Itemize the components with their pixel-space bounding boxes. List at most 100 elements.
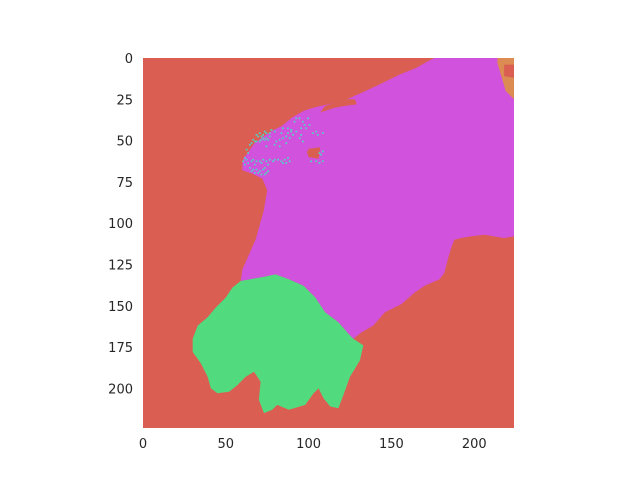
mask-pixel [321, 150, 324, 153]
mask-pixel [268, 158, 271, 161]
y-tick-label: 25 [116, 93, 133, 108]
mask-pixel [283, 158, 286, 161]
mask-pixel [311, 132, 314, 135]
mask-pixel [278, 145, 281, 148]
mask-pixel [275, 140, 278, 143]
mask-pixel [285, 162, 288, 164]
mask-pixel [293, 120, 296, 123]
mask-pixel [273, 158, 276, 161]
mask-pixel [278, 138, 281, 141]
mask-pixel [255, 168, 258, 171]
mask-pixel [305, 127, 308, 130]
mask-pixel [307, 117, 309, 120]
mask-pixel [249, 167, 251, 169]
mask-pixel [285, 142, 288, 144]
mask-pixel [254, 163, 256, 166]
mask-pixel [273, 143, 276, 146]
mask-pixel [282, 127, 284, 130]
mask-region-3-class-0 [307, 147, 321, 159]
mask-scattered-pixels [242, 117, 324, 176]
mask-pixel [258, 160, 261, 163]
x-tick-label: 200 [462, 437, 487, 452]
mask-pixel [265, 172, 268, 174]
mask-pixel [260, 162, 263, 164]
mask-region-5-class-0 [504, 64, 514, 78]
mask-pixel [298, 117, 301, 120]
mask-pixel [257, 172, 260, 174]
mask-pixel [273, 130, 276, 133]
mask-pixel [242, 160, 245, 163]
mask-pixel [254, 172, 256, 174]
mask-pixel [267, 138, 269, 141]
mask-pixel [262, 134, 265, 136]
mask-pixel [288, 137, 291, 140]
mask-pixel [280, 132, 283, 135]
x-axis: 0 50 100 150 200 [139, 437, 487, 452]
mask-pixel [287, 127, 289, 130]
mask-pixel [263, 130, 266, 133]
mask-pixel [285, 135, 288, 138]
mask-pixel [247, 162, 250, 164]
mask-pixel [263, 138, 266, 141]
mask-pixel [315, 130, 318, 133]
mask-pixel [290, 130, 293, 133]
mask-region-1-class-2 [192, 274, 364, 414]
mask-pixel [267, 163, 269, 166]
mask-pixel [315, 160, 318, 163]
mask-pixel [263, 173, 266, 176]
mask-pixel [252, 168, 255, 171]
mask-pixel [244, 163, 246, 166]
mask-pixel [265, 132, 268, 135]
x-tick-label: 100 [296, 437, 321, 452]
mask-pixel [250, 142, 253, 144]
x-tick-label: 0 [139, 437, 147, 452]
mask-pixel [282, 162, 284, 164]
mask-pixel [298, 137, 301, 140]
mask-pixel [318, 152, 321, 154]
mask-pixel [262, 158, 265, 161]
x-tick-label: 150 [379, 437, 404, 452]
mask-pixel [268, 135, 271, 138]
mask-pixel [295, 117, 298, 120]
mask-pixel [265, 145, 268, 148]
mask-pixel [245, 148, 248, 151]
mask-pixel [252, 138, 255, 141]
y-tick-label: 0 [125, 52, 133, 67]
mask-pixel [302, 140, 304, 143]
mask-pixel [316, 134, 319, 136]
mask-pixel [302, 120, 304, 123]
mask-pixel [250, 170, 253, 173]
mask-pixel [282, 137, 284, 140]
mask-pixel [292, 134, 294, 136]
mask-pixel [287, 132, 289, 135]
mask-pixel [255, 140, 258, 143]
x-tick-label: 50 [218, 437, 235, 452]
y-tick-label: 100 [108, 217, 133, 232]
mask-pixel [260, 135, 263, 138]
mask-pixel [300, 134, 303, 136]
mask-pixel [263, 167, 266, 169]
mask-pixel [300, 127, 303, 130]
y-tick-label: 75 [116, 176, 133, 191]
mask-pixel [268, 132, 271, 135]
mask-pixel [321, 132, 324, 135]
mask-pixel [244, 157, 246, 159]
mask-pixel [262, 137, 265, 140]
y-tick-label: 125 [108, 259, 133, 274]
mask-pixel [254, 140, 256, 143]
mask-pixel [265, 160, 268, 163]
mask-pixel [265, 137, 268, 140]
mask-pixel [320, 153, 322, 156]
mask-pixel [287, 157, 289, 159]
y-tick-label: 200 [108, 382, 133, 397]
mask-pixel [321, 160, 324, 163]
mask-pixel [318, 162, 321, 164]
mask-pixel [257, 135, 260, 138]
mask-pixel [260, 138, 263, 141]
y-tick-label: 175 [108, 341, 133, 356]
mask-pixel [308, 124, 311, 126]
mask-pixel [310, 160, 313, 163]
mask-pixel [247, 152, 250, 154]
mask-pixel [258, 170, 261, 173]
